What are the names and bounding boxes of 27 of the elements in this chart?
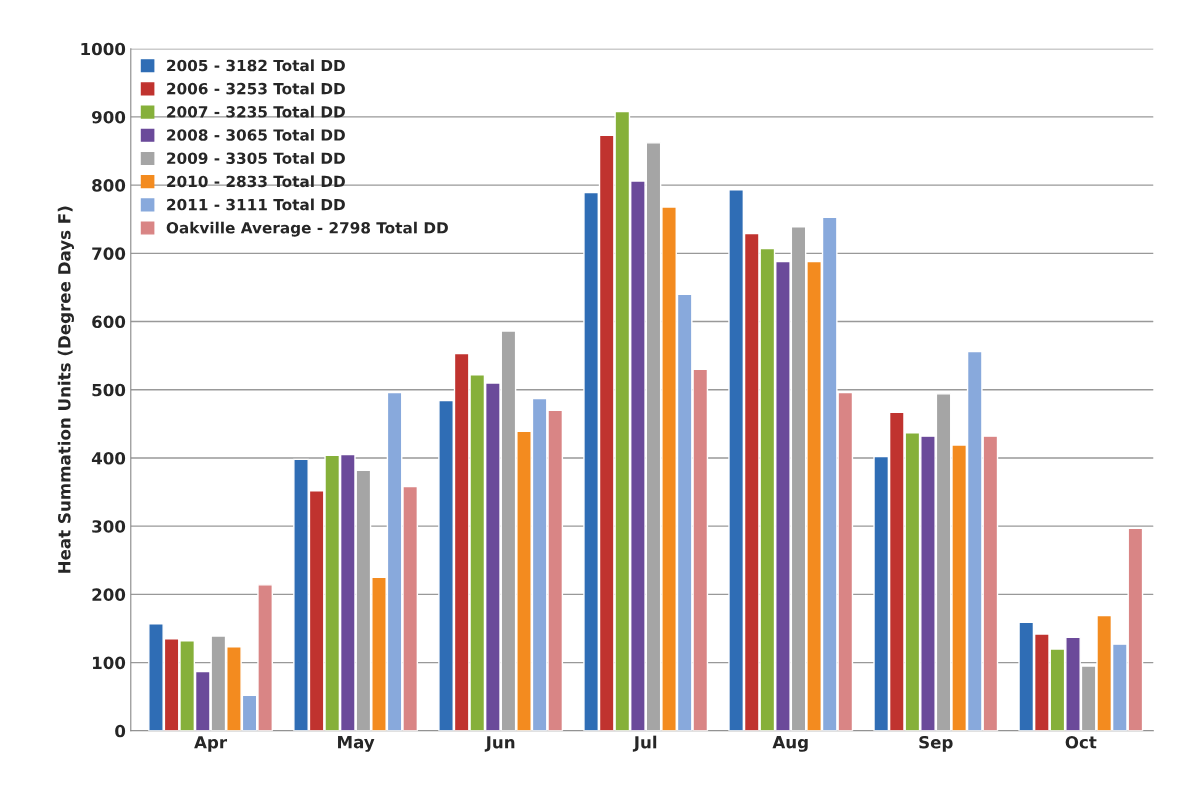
y-axis-title: Heat Summation Units (Degree Days F)	[57, 206, 74, 573]
y-tick-label: 0	[115, 724, 126, 738]
y-tick-label: 100	[93, 656, 126, 670]
y-tick-label: 700	[92, 247, 126, 260]
x-tick-label: Oct	[1065, 735, 1097, 749]
y-tick-label: 300	[92, 520, 126, 533]
x-tick-label: Aug	[772, 736, 808, 752]
y-tick-label: 600	[92, 315, 126, 329]
legend-label: 2008 - 3065 Total DD	[167, 128, 345, 141]
y-tick-label: 400	[91, 451, 126, 465]
y-tick-label: 200	[92, 588, 126, 601]
x-tick-label: Sep	[919, 735, 953, 752]
legend-label: 2009 - 3305 Total DD	[167, 152, 345, 164]
legend-label: 2007 - 3235 Total DD	[167, 105, 345, 118]
x-tick-label: Jul	[632, 735, 657, 752]
y-tick-label: 500	[92, 383, 126, 397]
legend-label: 2011 - 3111 Total DD	[167, 198, 345, 211]
x-tick-label: Apr	[194, 736, 228, 752]
legend-label: Oakville Average - 2798 Total DD	[166, 221, 448, 237]
x-tick-label: May	[338, 736, 375, 752]
y-tick-label: 900	[92, 110, 126, 124]
legend-label: 2006 - 3253 Total DD	[167, 82, 345, 95]
legend-label: 2005 - 3182 Total DD	[167, 59, 345, 72]
y-tick-label: 800	[92, 179, 126, 192]
y-tick-label: 1000	[81, 42, 126, 56]
x-tick-label: Jun	[484, 736, 515, 752]
legend-label: 2010 - 2833 Total DD	[167, 175, 345, 188]
